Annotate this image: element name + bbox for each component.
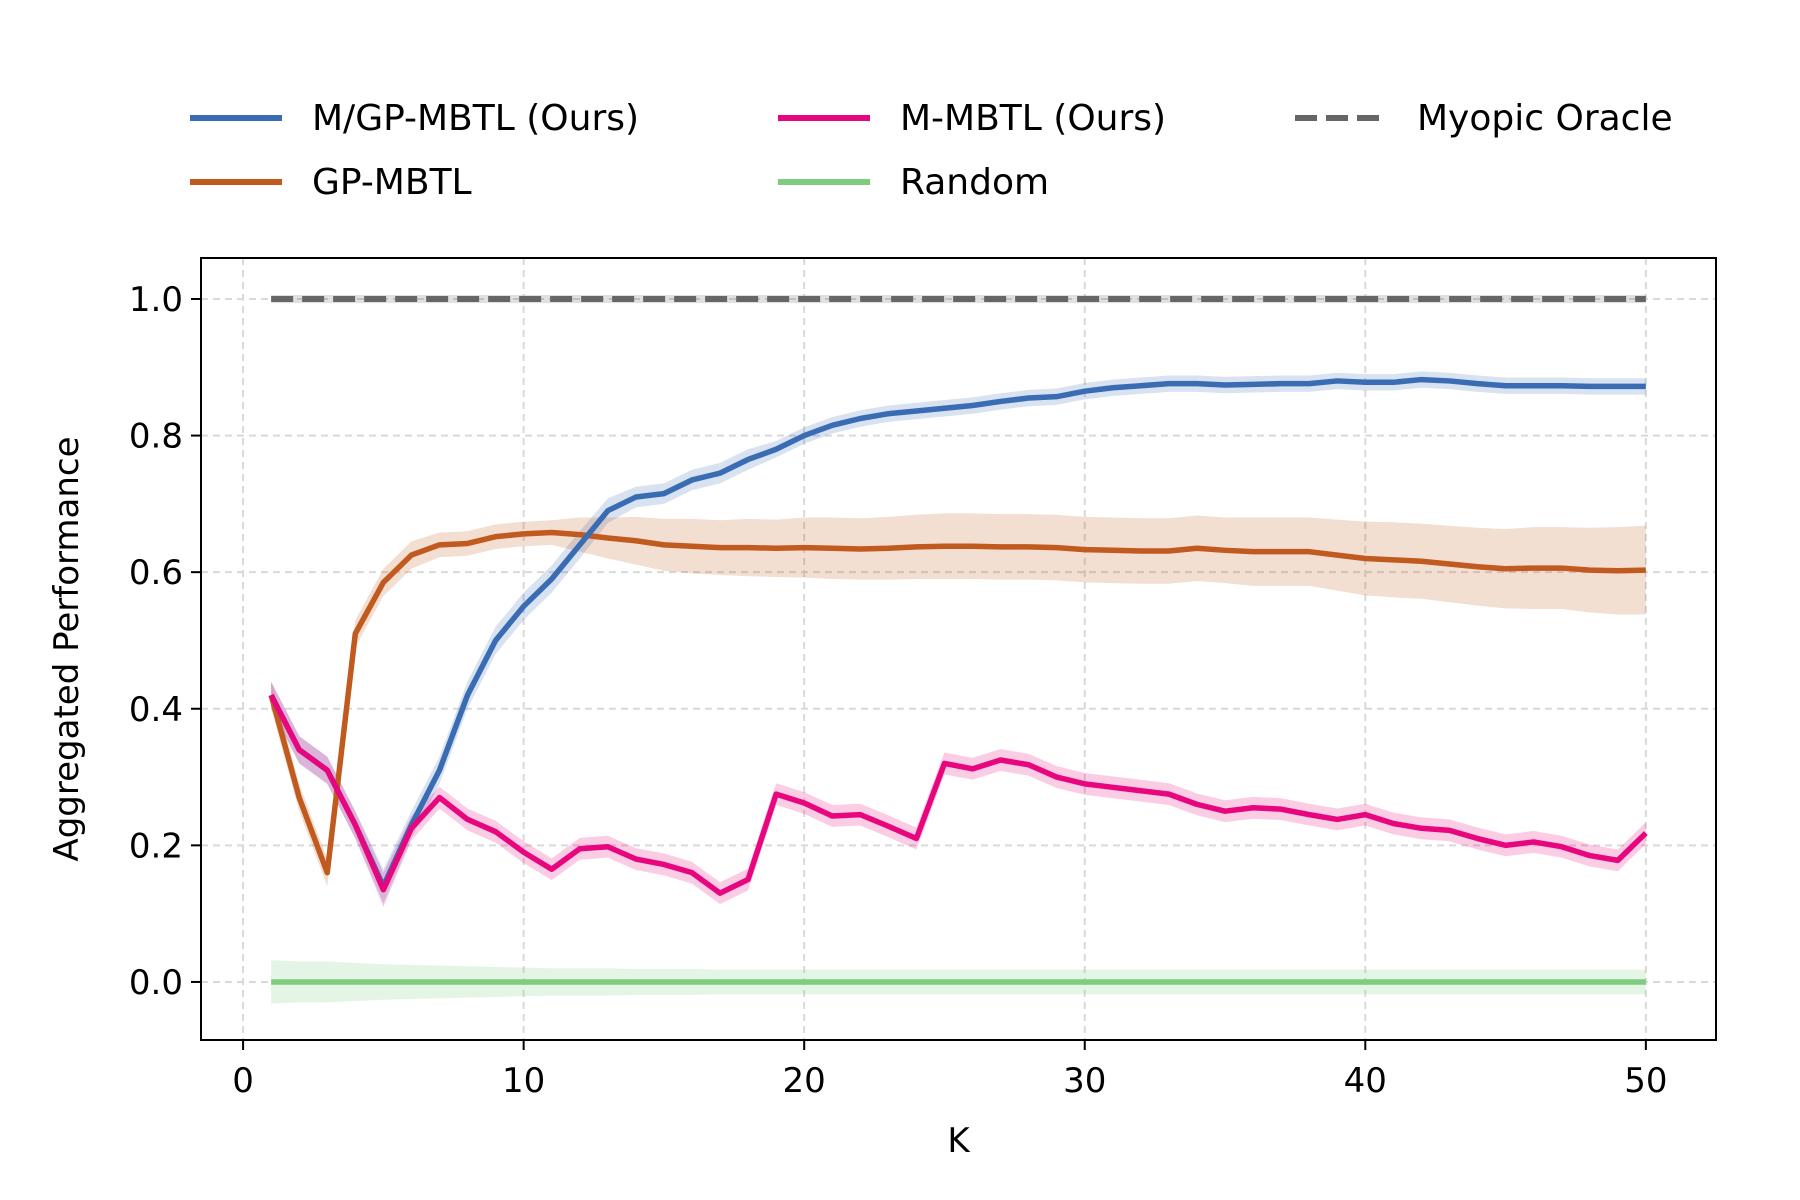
x-tick-label: 30 xyxy=(1063,1061,1106,1101)
x-tick-label: 10 xyxy=(502,1061,545,1101)
y-tick-label: 0.2 xyxy=(129,826,183,866)
x-tick-label: 0 xyxy=(232,1061,254,1101)
legend-label: Random xyxy=(900,162,1049,203)
series-lines xyxy=(268,295,1648,985)
legend-item-random: Random xyxy=(778,162,1049,203)
band-m-mbtl-ours xyxy=(271,681,1646,907)
y-tick-label: 0.8 xyxy=(129,417,183,457)
line-m-mbtl-ours xyxy=(268,693,1648,896)
legend-item-m-mbtl-ours: M-MBTL (Ours) xyxy=(778,98,1166,139)
legend-item-myopic-oracle: Myopic Oracle xyxy=(1295,98,1673,139)
legend-label: Myopic Oracle xyxy=(1417,98,1673,139)
y-axis-label: Aggregated Performance xyxy=(47,436,87,861)
legend-label: M-MBTL (Ours) xyxy=(900,98,1166,139)
line-gp-mbtl xyxy=(268,529,1646,876)
y-tick-label: 0.0 xyxy=(129,963,183,1003)
x-axis-label: K xyxy=(947,1121,971,1161)
x-tick-label: 50 xyxy=(1624,1061,1667,1101)
legend-label: GP-MBTL xyxy=(312,162,472,203)
x-tick-label: 40 xyxy=(1344,1061,1387,1101)
y-tick-label: 1.0 xyxy=(129,280,183,320)
confidence-bands xyxy=(271,294,1646,1004)
plot-frame xyxy=(200,257,1717,1041)
band-gp-mbtl xyxy=(271,513,1646,887)
legend-item-m-gp-mbtl-ours: M/GP-MBTL (Ours) xyxy=(190,98,639,139)
y-tick-label: 0.6 xyxy=(129,553,183,593)
line-m-gp-mbtl-ours xyxy=(268,376,1646,890)
axis-ticks: 0 10 20 30 40 50 0.0 0.2 0.4 0.6 0.8 1.0 xyxy=(129,280,1668,1101)
y-tick-label: 0.4 xyxy=(129,690,183,730)
legend-label: M/GP-MBTL (Ours) xyxy=(312,98,639,139)
grid xyxy=(201,258,1716,1040)
legend: M/GP-MBTL (Ours) GP-MBTL M-MBTL (Ours) Rand… xyxy=(190,98,1673,203)
x-tick-label: 20 xyxy=(783,1061,826,1101)
legend-item-gp-mbtl: GP-MBTL xyxy=(190,162,472,203)
